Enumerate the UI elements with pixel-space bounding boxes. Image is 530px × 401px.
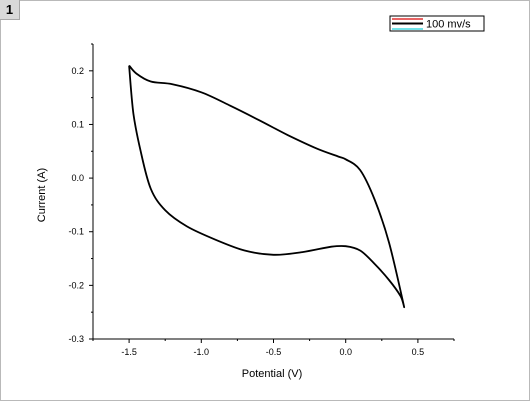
series-layer <box>128 64 406 309</box>
x-tick-label: -1.0 <box>194 347 210 357</box>
x-tick-labels: -1.5 -1.0 -0.5 0.0 0.5 <box>121 347 424 357</box>
x-ticks <box>92 339 455 343</box>
page-number-badge: 1 <box>0 0 20 20</box>
x-tick-label: -1.5 <box>121 347 137 357</box>
series-line <box>128 64 406 309</box>
y-tick-label: -0.3 <box>68 334 84 344</box>
legend: 100 mv/s <box>389 15 485 32</box>
y-tick-labels: -0.3 -0.2 -0.1 0.0 0.1 0.2 <box>68 66 84 344</box>
y-tick-label: -0.2 <box>68 280 84 290</box>
y-ticks <box>89 43 93 340</box>
y-axis-title: Current (A) <box>36 168 48 222</box>
y-tick-label: 0.0 <box>71 173 84 183</box>
x-tick-label: 0.5 <box>412 347 425 357</box>
y-tick-label: -0.1 <box>68 227 84 237</box>
y-tick-label: 0.1 <box>71 119 84 129</box>
x-axis-title: Potential (V) <box>242 368 303 380</box>
y-tick-label: 0.2 <box>71 66 84 76</box>
x-tick-label: 0.0 <box>339 347 352 357</box>
legend-label: 100 mv/s <box>426 19 471 31</box>
x-tick-label: -0.5 <box>266 347 282 357</box>
